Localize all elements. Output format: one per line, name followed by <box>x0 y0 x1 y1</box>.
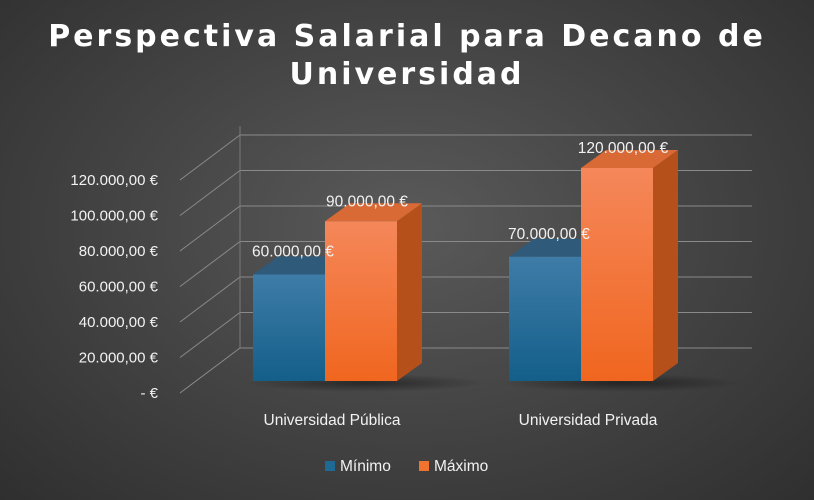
y-tick-label: 40.000,00 € <box>79 314 159 331</box>
bar-front <box>581 168 653 381</box>
y-tick-label: - € <box>140 385 158 402</box>
legend-label: Mínimo <box>340 458 391 475</box>
bar-top <box>581 150 678 168</box>
chart-title: Perspectiva Salarial para Decano de Univ… <box>48 19 766 92</box>
y-tick-label: 80.000,00 € <box>79 243 159 260</box>
data-label: 60.000,00 € <box>252 244 334 261</box>
bar-top <box>325 203 422 222</box>
data-label: 70.000,00 € <box>508 226 590 243</box>
legend-label: Máximo <box>434 458 488 475</box>
bar-side <box>653 150 678 381</box>
bar-side <box>397 203 422 381</box>
bar-front <box>509 256 581 381</box>
legend-item-minimo: Mínimo <box>325 458 391 475</box>
bar-maximo-1 <box>581 150 678 381</box>
category-label: Universidad Privada <box>519 412 658 429</box>
bar-maximo-0 <box>325 203 422 381</box>
category-label: Universidad Pública <box>264 412 401 429</box>
y-tick-label: 20.000,00 € <box>79 350 159 367</box>
y-tick-label: 60.000,00 € <box>79 279 159 296</box>
legend-item-maximo: Máximo <box>419 458 488 475</box>
y-tick-label: 120.000,00 € <box>70 172 158 189</box>
bar-front <box>325 221 397 381</box>
legend-swatch <box>325 461 335 471</box>
data-label: 120.000,00 € <box>578 140 669 157</box>
data-label: 90.000,00 € <box>326 193 408 210</box>
legend-swatch <box>419 461 429 471</box>
bar-front <box>253 274 325 381</box>
y-tick-label: 100.000,00 € <box>70 208 158 225</box>
